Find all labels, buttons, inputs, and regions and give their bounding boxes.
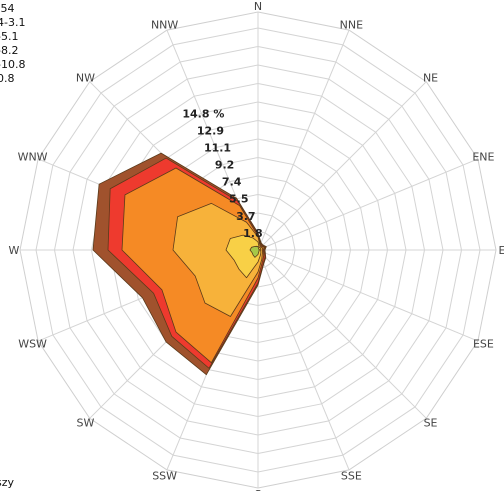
radial-tick-label: 3.7 [236,210,256,223]
legend-entry: 1-5.1 [0,30,19,43]
legend-entry: 1-8.2 [0,44,19,57]
grid-spoke [257,29,350,251]
radial-tick-label: 12.9 [197,124,224,137]
radial-tick-labels: 1.8 3.7 5.5 7.4 9.2 11.1 12.9 14.8 % [182,107,262,240]
legend-entry: 1.54 [0,2,15,15]
direction-label: SE [424,417,438,430]
grid-spoke [257,81,427,251]
radial-tick-label: 11.1 [204,141,231,154]
series-polygon-5 [249,245,260,258]
direction-label: SSW [152,469,177,482]
direction-label: NNE [340,19,363,32]
direction-label: WNW [18,151,48,164]
direction-label: ENE [472,151,494,164]
grid-spoke [257,249,479,342]
direction-label: NE [423,71,438,84]
series-polygon-3 [172,202,264,317]
direction-label: NW [76,71,95,84]
series-polygon-4 [225,234,262,279]
direction-label: SW [77,417,95,430]
direction-label: E [499,244,504,257]
direction-label: WSW [18,337,47,350]
legend-entry: 54-3.1 [0,16,26,29]
legend-entry: 10.8 [0,72,15,85]
series-polygons [92,152,267,376]
direction-labels: N NNE NE ENE E ESE SE SSE S SSW SW WSW W WNW NW NNW [9,0,504,491]
radial-tick-label: 5.5 [229,193,249,206]
direction-label: N [254,0,262,13]
legend-entry: 2-10.8 [0,58,26,71]
legend: 1.54 54-3.1 1-5.1 1-8.2 2-10.8 10.8 [0,2,25,86]
direction-label: S [255,488,262,491]
radial-tick-label: 1.8 [243,227,263,240]
direction-label: ESE [473,337,494,350]
direction-label: SSE [341,469,362,482]
grid-spoke [257,158,479,251]
direction-label: NNW [151,19,178,32]
grid-spoke [257,249,427,419]
direction-label: W [9,244,20,257]
footer-label: szy [0,476,15,489]
grid-spoke [257,249,350,471]
radial-tick-label: 9.2 [215,159,235,172]
radial-tick-label: 7.4 [222,176,242,189]
radial-tick-label: 14.8 % [182,107,224,120]
